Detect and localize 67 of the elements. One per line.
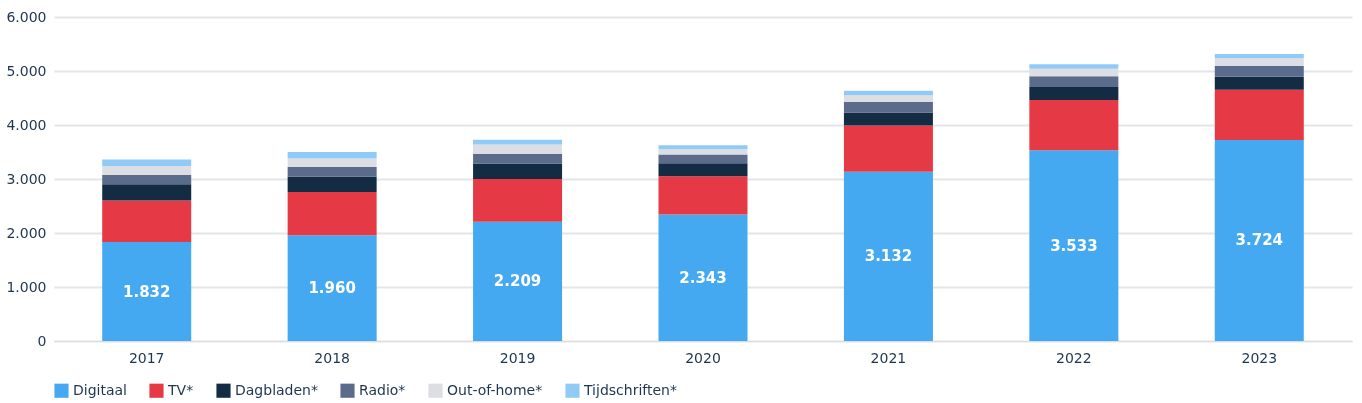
- legend-label: TV*: [167, 381, 194, 398]
- bar: [287, 176, 377, 192]
- bar: [1029, 87, 1119, 100]
- bar: [658, 149, 748, 155]
- bar: [658, 145, 748, 150]
- bar: [473, 144, 563, 154]
- bar: [658, 214, 748, 341]
- bar: [843, 101, 933, 113]
- bar: [287, 235, 377, 341]
- x-tick-label: 2018: [314, 349, 350, 366]
- bar: [473, 163, 563, 180]
- bar: [102, 159, 192, 166]
- data-label: 3.724: [1235, 231, 1284, 250]
- bar: [1214, 76, 1304, 90]
- bar: [102, 242, 192, 341]
- bar: [1029, 150, 1119, 341]
- data-label: 3.533: [1050, 236, 1098, 255]
- x-tick-label: 2022: [1056, 349, 1092, 366]
- bar: [1214, 58, 1304, 66]
- bar: [843, 90, 933, 96]
- bar: [1214, 139, 1304, 341]
- bar: [102, 175, 192, 185]
- bar: [102, 184, 192, 201]
- y-tick-label: 5.000: [6, 62, 47, 79]
- bar: [473, 179, 563, 222]
- legend-label: Dagbladen*: [235, 381, 318, 398]
- data-label: 1.832: [122, 282, 171, 301]
- x-tick-label: 2017: [128, 349, 165, 366]
- x-tick-label: 2020: [685, 349, 721, 366]
- y-tick-label: 0: [37, 332, 47, 349]
- bar: [1029, 64, 1119, 69]
- legend-label: Radio*: [359, 381, 406, 398]
- y-tick-label: 3.000: [6, 170, 47, 187]
- data-label: 2.209: [493, 272, 542, 291]
- bar: [1214, 89, 1304, 140]
- bar: [287, 191, 377, 236]
- bar: [843, 171, 933, 341]
- legend-label: Digitaal: [73, 381, 127, 398]
- y-tick-label: 4.000: [6, 116, 47, 133]
- bar: [102, 165, 192, 176]
- bar: [287, 158, 377, 168]
- y-tick-label: 1.000: [6, 278, 47, 295]
- x-tick-label: 2019: [499, 349, 536, 366]
- bar: [658, 176, 748, 215]
- data-label: 3.132: [864, 247, 913, 266]
- y-tick-label: 6.000: [6, 8, 47, 25]
- x-tick-label: 2021: [870, 349, 907, 366]
- bar: [1029, 100, 1119, 151]
- bar: [843, 125, 933, 172]
- bar: [102, 200, 192, 243]
- bar: [473, 153, 563, 164]
- bar: [843, 112, 933, 126]
- bar: [843, 95, 933, 102]
- bar: [1214, 54, 1304, 59]
- bar: [658, 154, 748, 164]
- bar: [1029, 76, 1119, 88]
- bar: [658, 163, 748, 177]
- legend-label: Tijdschriften*: [583, 381, 677, 398]
- data-label: 1.960: [308, 279, 356, 298]
- x-tick-label: 2023: [1241, 349, 1278, 366]
- data-label: 2.343: [679, 268, 727, 287]
- legend-label: Out-of-home*: [447, 381, 543, 398]
- y-tick-label: 2.000: [6, 224, 47, 241]
- bar: [287, 152, 377, 159]
- bar: [473, 221, 563, 341]
- bar: [1214, 65, 1304, 77]
- bar: [287, 167, 377, 177]
